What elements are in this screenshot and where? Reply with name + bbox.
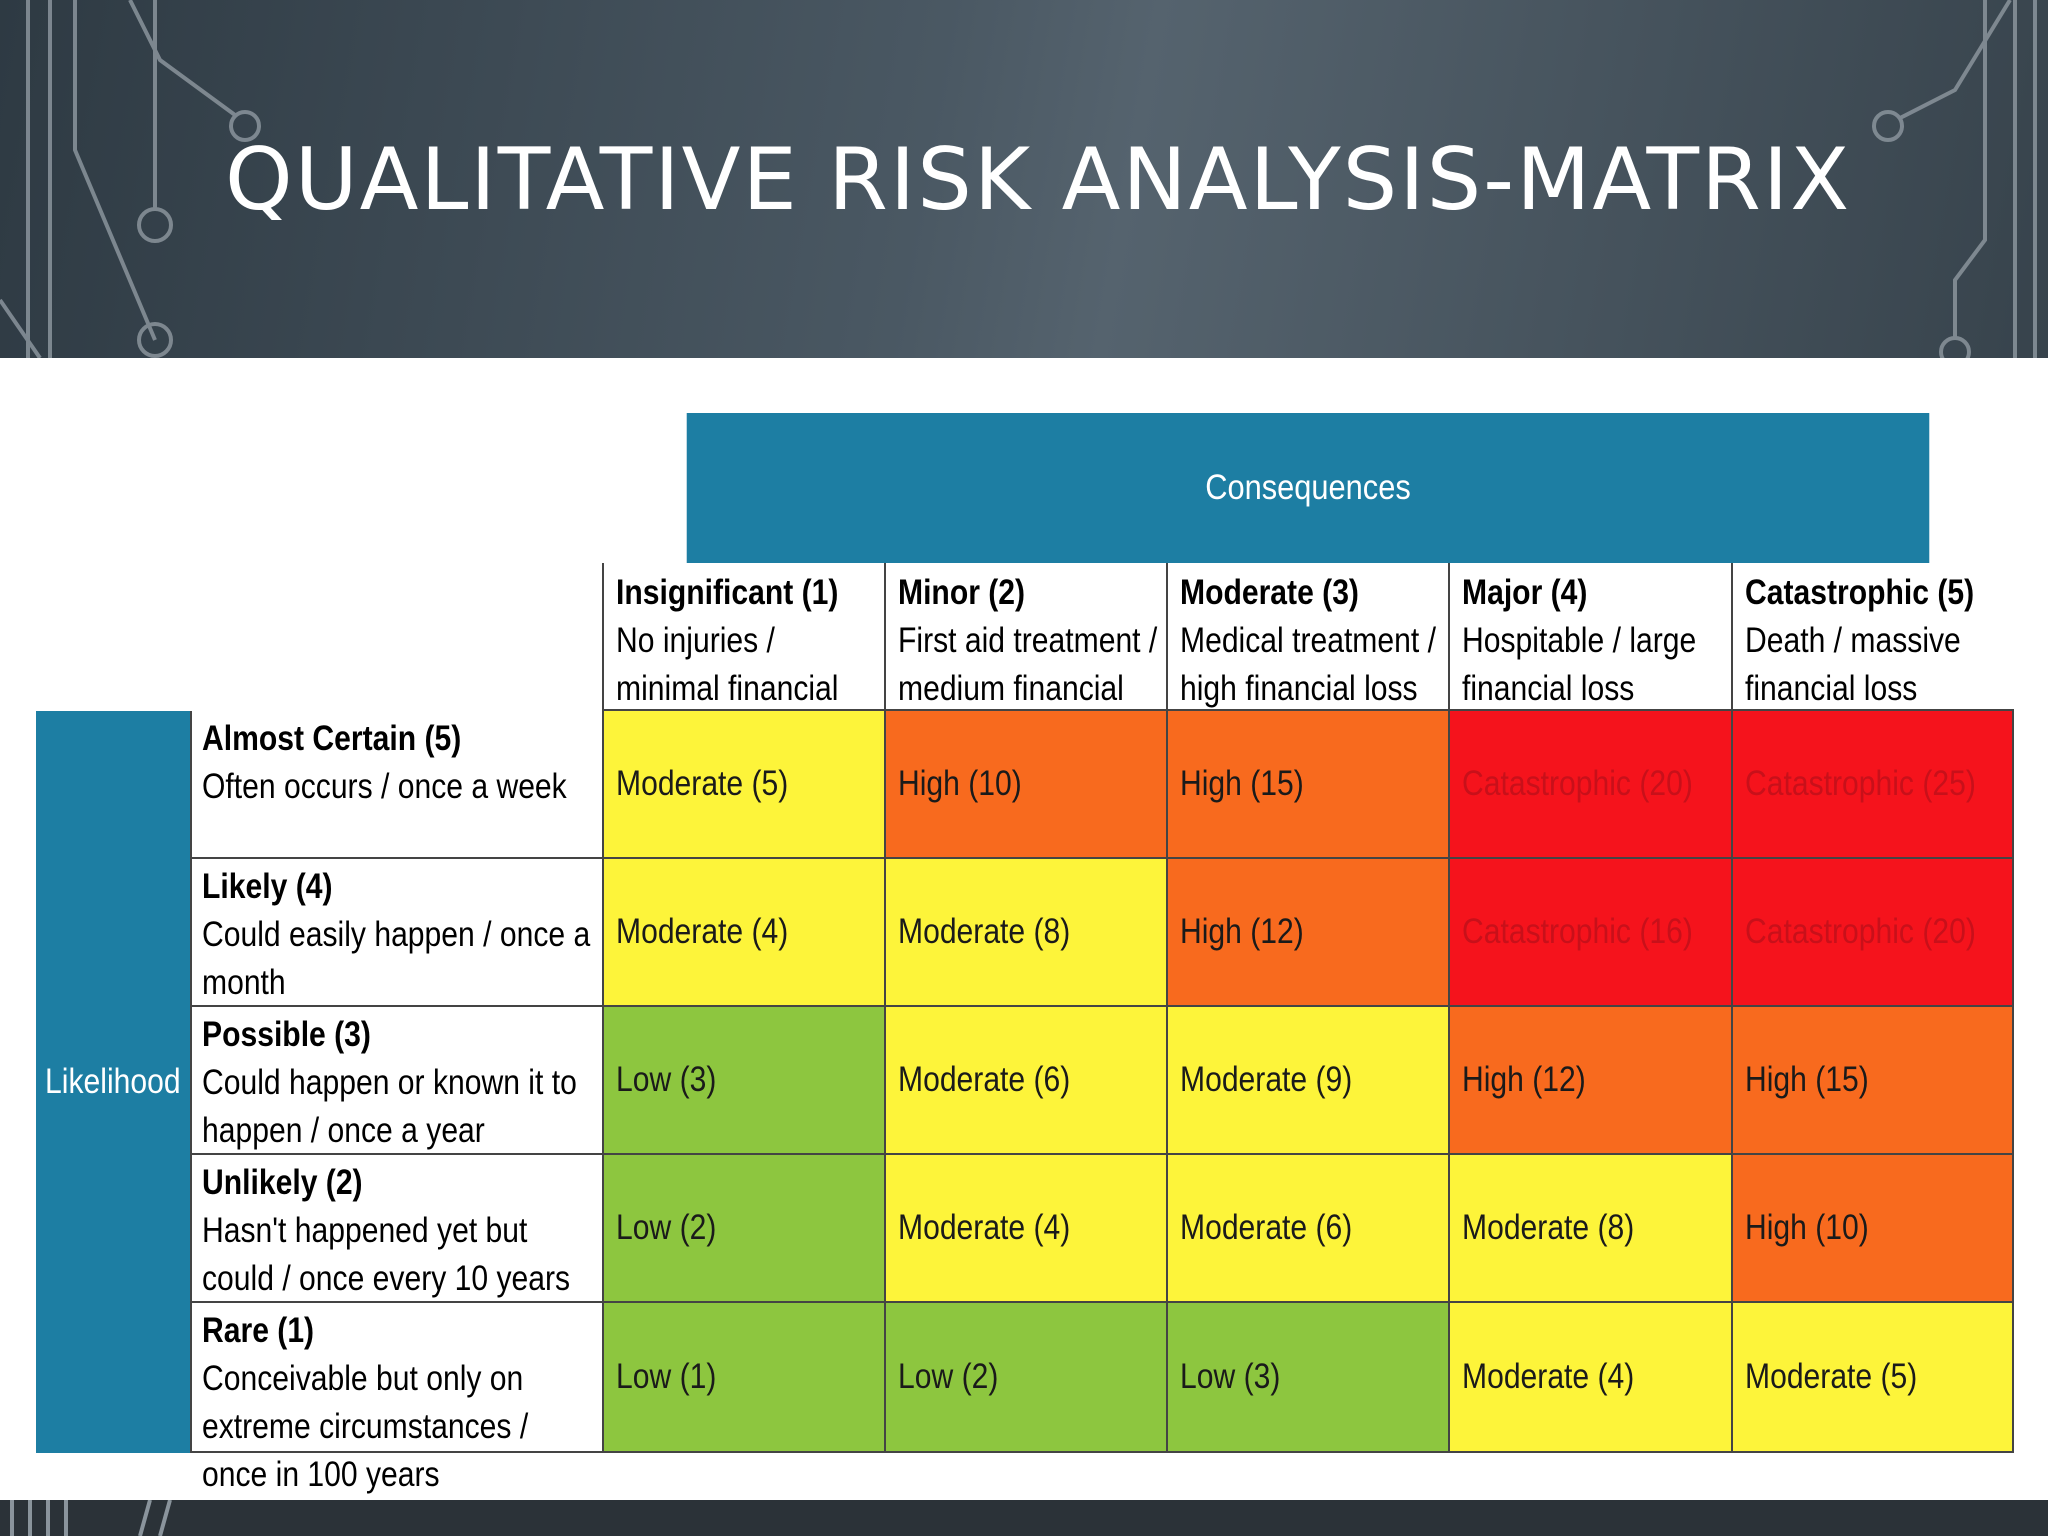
footer-bar bbox=[0, 1500, 2048, 1536]
row-header: Possible (3) Could happen or known it to … bbox=[190, 1007, 602, 1155]
risk-cell-moderate: Moderate (8) bbox=[1448, 1155, 1731, 1303]
risk-cell-high: High (15) bbox=[1731, 1007, 2014, 1155]
risk-value: Moderate (5) bbox=[1745, 1357, 1918, 1396]
risk-value: Catastrophic (16) bbox=[1462, 912, 1693, 951]
risk-value: High (12) bbox=[1180, 912, 1304, 951]
risk-cell-low: Low (2) bbox=[884, 1303, 1166, 1453]
risk-value: High (10) bbox=[1745, 1208, 1869, 1247]
risk-cell-high: High (12) bbox=[1166, 859, 1448, 1007]
column-header: Insignificant (1) No injuries / minimal f… bbox=[602, 563, 884, 756]
risk-value: Low (2) bbox=[898, 1357, 999, 1396]
risk-value: Moderate (4) bbox=[898, 1208, 1071, 1247]
row-description: Could easily happen / once a month bbox=[202, 915, 591, 1002]
risk-value: High (15) bbox=[1745, 1060, 1869, 1099]
risk-cell-moderate: Moderate (5) bbox=[1731, 1303, 2014, 1453]
column-description: First aid treatment / medium financial l… bbox=[898, 621, 1158, 756]
row-header: Unlikely (2) Hasn't happened yet but coul… bbox=[190, 1155, 602, 1303]
risk-cell-high: High (10) bbox=[1731, 1155, 2014, 1303]
risk-value: High (12) bbox=[1462, 1060, 1586, 1099]
row-description: Hasn't happened yet but could / once eve… bbox=[202, 1211, 571, 1298]
risk-value: Moderate (6) bbox=[1180, 1208, 1353, 1247]
column-description: Death / massive financial loss bbox=[1745, 621, 1961, 708]
risk-value: Moderate (8) bbox=[1462, 1208, 1635, 1247]
row-header: Almost Certain (5) Often occurs / once a … bbox=[190, 711, 602, 859]
risk-cell-moderate: Moderate (4) bbox=[884, 1155, 1166, 1303]
risk-cell-high: High (10) bbox=[884, 711, 1166, 859]
risk-cell-moderate: Moderate (6) bbox=[884, 1007, 1166, 1155]
footer-decoration bbox=[10, 1500, 172, 1536]
column-title: Major (4) bbox=[1462, 573, 1588, 612]
risk-cell-high: High (12) bbox=[1448, 1007, 1731, 1155]
row-description: Often occurs / once a week bbox=[202, 767, 567, 806]
risk-cell-moderate: Moderate (4) bbox=[1448, 1303, 1731, 1453]
risk-cell-high: High (15) bbox=[1166, 711, 1448, 859]
row-description: Conceivable but only on extreme circumst… bbox=[202, 1359, 529, 1494]
column-header: Moderate (3) Medical treatment / high fin… bbox=[1166, 563, 1448, 711]
risk-value: Moderate (8) bbox=[898, 912, 1071, 951]
risk-cell-low: Low (1) bbox=[602, 1303, 884, 1453]
risk-cell-catastrophic: Catastrophic (20) bbox=[1731, 859, 2014, 1007]
column-description: Hospitable / large financial loss bbox=[1462, 621, 1697, 708]
risk-cell-low: Low (3) bbox=[1166, 1303, 1448, 1453]
risk-cell-catastrophic: Catastrophic (25) bbox=[1731, 711, 2014, 859]
circuit-decoration bbox=[0, 0, 2037, 358]
risk-value: Moderate (9) bbox=[1180, 1060, 1353, 1099]
risk-value: Low (3) bbox=[1180, 1357, 1281, 1396]
risk-value: Catastrophic (20) bbox=[1745, 912, 1976, 951]
risk-value: Catastrophic (20) bbox=[1462, 764, 1693, 803]
risk-value: Low (1) bbox=[616, 1357, 717, 1396]
risk-cell-moderate: Moderate (5) bbox=[602, 711, 884, 859]
column-description: Medical treatment / high financial loss bbox=[1180, 621, 1436, 708]
risk-matrix: Consequences Insignificant (1) No injuries… bbox=[36, 413, 2014, 1494]
column-header: Catastrophic (5) Death / massive financia… bbox=[1731, 563, 2014, 711]
column-title: Insignificant (1) bbox=[616, 573, 839, 612]
risk-value: Low (3) bbox=[616, 1060, 717, 1099]
risk-value: Moderate (4) bbox=[1462, 1357, 1635, 1396]
risk-cell-moderate: Moderate (9) bbox=[1166, 1007, 1448, 1155]
risk-value: Moderate (4) bbox=[616, 912, 789, 951]
risk-cell-low: Low (2) bbox=[602, 1155, 884, 1303]
row-title: Possible (3) bbox=[202, 1015, 371, 1054]
row-title: Almost Certain (5) bbox=[202, 719, 462, 758]
row-header: Likely (4) Could easily happen / once a m… bbox=[190, 859, 602, 1007]
row-description: Could happen or known it to happen / onc… bbox=[202, 1063, 577, 1150]
consequences-header: Consequences bbox=[686, 413, 1930, 563]
row-title: Likely (4) bbox=[202, 867, 333, 906]
likelihood-label: Likelihood bbox=[36, 711, 190, 1453]
risk-cell-moderate: Moderate (8) bbox=[884, 859, 1166, 1007]
risk-value: High (15) bbox=[1180, 764, 1304, 803]
row-title: Rare (1) bbox=[202, 1311, 315, 1350]
column-title: Moderate (3) bbox=[1180, 573, 1359, 612]
column-title: Minor (2) bbox=[898, 573, 1026, 612]
risk-value: Catastrophic (25) bbox=[1745, 764, 1976, 803]
column-header: Major (4) Hospitable / large financial lo… bbox=[1448, 563, 1731, 711]
risk-value: Moderate (6) bbox=[898, 1060, 1071, 1099]
page-title: QUALITATIVE RISK ANALYSIS-MATRIX bbox=[225, 130, 1852, 230]
column-header: Minor (2) First aid treatment / medium fi… bbox=[884, 563, 1166, 756]
risk-cell-catastrophic: Catastrophic (16) bbox=[1448, 859, 1731, 1007]
row-header: Rare (1) Conceivable but only on extreme … bbox=[190, 1303, 602, 1494]
risk-cell-moderate: Moderate (4) bbox=[602, 859, 884, 1007]
risk-cell-catastrophic: Catastrophic (20) bbox=[1448, 711, 1731, 859]
title-banner: QUALITATIVE RISK ANALYSIS-MATRIX bbox=[0, 0, 2048, 358]
risk-cell-low: Low (3) bbox=[602, 1007, 884, 1155]
risk-value: High (10) bbox=[898, 764, 1022, 803]
risk-value: Moderate (5) bbox=[616, 764, 789, 803]
risk-cell-moderate: Moderate (6) bbox=[1166, 1155, 1448, 1303]
row-title: Unlikely (2) bbox=[202, 1163, 363, 1202]
column-title: Catastrophic (5) bbox=[1745, 573, 1975, 612]
risk-value: Low (2) bbox=[616, 1208, 717, 1247]
